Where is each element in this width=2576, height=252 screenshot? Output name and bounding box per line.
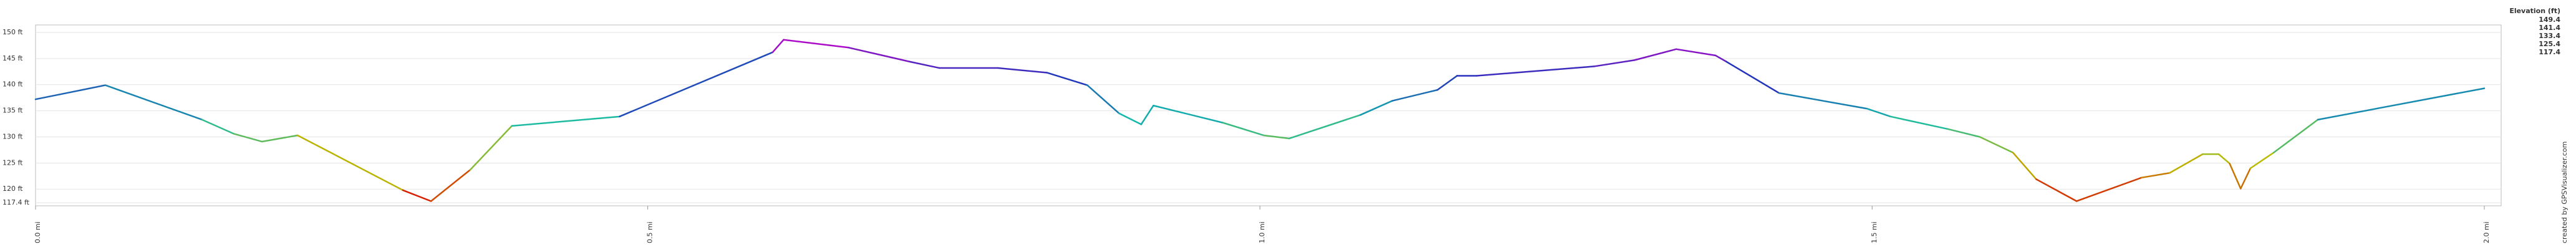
elevation-segment <box>2229 162 2242 190</box>
elevation-segment <box>1476 65 1595 77</box>
elevation-segment <box>1046 72 1088 86</box>
legend-value: 149.4 <box>2539 16 2560 24</box>
elevation-segment <box>34 84 107 100</box>
elevation-segment <box>402 189 432 202</box>
elevation-segment <box>469 125 513 171</box>
elevation-segment <box>2035 178 2078 202</box>
y-tick-label: 150 ft <box>2 28 23 36</box>
elevation-segment <box>1118 112 1142 125</box>
y-tick-label: 120 ft <box>2 185 23 193</box>
elevation-segment <box>783 39 850 49</box>
y-tick-label: 140 ft <box>2 80 23 89</box>
elevation-segment <box>1140 104 1155 125</box>
x-tick-label: 1.5 mi <box>1871 221 1879 243</box>
elevation-segment <box>1593 59 1635 67</box>
elevation-segment <box>233 133 263 143</box>
elevation-segment <box>2076 177 2143 202</box>
legend-value: 117.4 <box>2539 48 2560 56</box>
elevation-segment <box>1714 54 1728 63</box>
elevation-segment <box>201 119 235 135</box>
legend-value: 133.4 <box>2539 32 2560 40</box>
elevation-segment <box>1866 108 1892 118</box>
elevation-segment <box>1889 115 1949 130</box>
elevation-segment <box>1675 48 1717 57</box>
elevation-segment <box>2240 167 2252 190</box>
elevation-segment <box>1725 61 1780 94</box>
legend-title: Elevation (ft) <box>2509 7 2560 15</box>
y-tick-label: 145 ft <box>2 54 23 62</box>
elevation-segment <box>848 47 911 63</box>
elevation-segment <box>1262 134 1290 140</box>
elevation-segment <box>1359 100 1393 116</box>
elevation-segment <box>2249 152 2275 169</box>
elevation-segment <box>1288 114 1362 140</box>
elevation-segment <box>1778 92 1868 110</box>
x-tick-label: 0.5 mi <box>646 221 654 243</box>
x-tick-label: 1.0 mi <box>1258 221 1266 243</box>
x-tick-label: 0.0 mi <box>34 221 42 243</box>
y-tick-label: 117.4 ft <box>2 198 30 206</box>
elevation-segment <box>2217 153 2230 165</box>
elevation-segment <box>1391 89 1438 102</box>
elevation-segment <box>1634 48 1677 61</box>
elevation-segment <box>2273 119 2319 153</box>
y-tick-label: 130 ft <box>2 132 23 140</box>
elevation-segment <box>619 51 773 118</box>
elevation-segment <box>2012 152 2037 180</box>
elevation-segment <box>1222 122 1265 137</box>
elevation-segment <box>261 134 299 143</box>
elevation-segment <box>430 168 472 202</box>
y-tick-label: 135 ft <box>2 107 23 115</box>
elevation-segment <box>1978 136 2014 153</box>
elevation-segment <box>2317 87 2486 121</box>
elevation-segment <box>296 134 404 191</box>
y-tick-label: 125 ft <box>2 158 23 167</box>
elevation-segment <box>104 84 203 121</box>
elevation-segment <box>772 39 785 54</box>
elevation-segment <box>1086 84 1120 115</box>
elevation-segment <box>1152 104 1224 124</box>
elevation-segment <box>2141 172 2171 179</box>
plot-frame <box>35 24 2502 206</box>
elevation-segment <box>2169 153 2204 174</box>
elevation-segment <box>909 61 940 69</box>
credit: created by GPSVisualizer.com <box>2560 142 2569 243</box>
elevation-segment <box>511 115 621 127</box>
legend-value: 141.4 <box>2539 24 2560 32</box>
elevation-segment <box>1947 128 1981 138</box>
legend-value: 125.4 <box>2539 40 2560 48</box>
elevation-segment <box>1436 75 1458 91</box>
elevation-segment <box>997 67 1048 74</box>
x-tick-label: 2.0 mi <box>2482 221 2491 243</box>
